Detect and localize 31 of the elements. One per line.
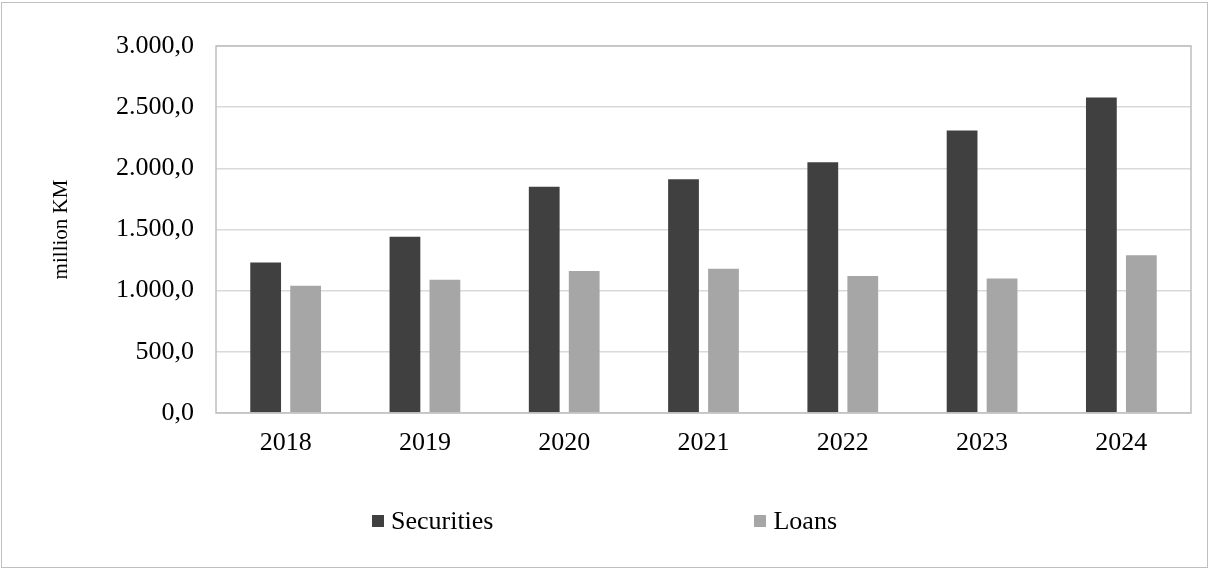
- legend-label: Securities: [390, 506, 494, 536]
- y-tick-label: 2.500,0: [116, 90, 194, 120]
- bar: [429, 279, 461, 413]
- legend-label: Loans: [773, 506, 838, 536]
- y-axis-title: million KM: [48, 179, 73, 280]
- bar: [568, 271, 600, 413]
- bar: [290, 285, 322, 413]
- y-tick-label: 1.500,0: [116, 213, 194, 243]
- bar: [1085, 97, 1117, 413]
- x-tick-label: 2022: [816, 427, 869, 457]
- y-tick-label: 500,0: [135, 335, 194, 365]
- bar: [986, 278, 1018, 413]
- bar: [668, 179, 699, 413]
- x-tick-label: 2020: [538, 427, 591, 457]
- bar: [946, 130, 978, 413]
- x-tick-label: 2023: [956, 427, 1009, 457]
- bar: [528, 186, 560, 413]
- x-tick-label: 2018: [259, 427, 312, 457]
- y-tick-label: 3.000,0: [116, 29, 194, 59]
- bar: [1125, 255, 1157, 413]
- y-tick-label: 1.000,0: [116, 274, 194, 304]
- bar: [708, 268, 739, 413]
- y-tick-label: 0,0: [161, 396, 194, 426]
- bar: [250, 262, 282, 413]
- bar: [389, 236, 421, 413]
- y-tick-label: 2.000,0: [116, 152, 194, 182]
- x-tick-label: 2021: [677, 427, 730, 457]
- x-tick-label: 2024: [1095, 427, 1148, 457]
- bar: [807, 162, 839, 413]
- x-tick-label: 2019: [398, 427, 451, 457]
- bar: [847, 275, 879, 413]
